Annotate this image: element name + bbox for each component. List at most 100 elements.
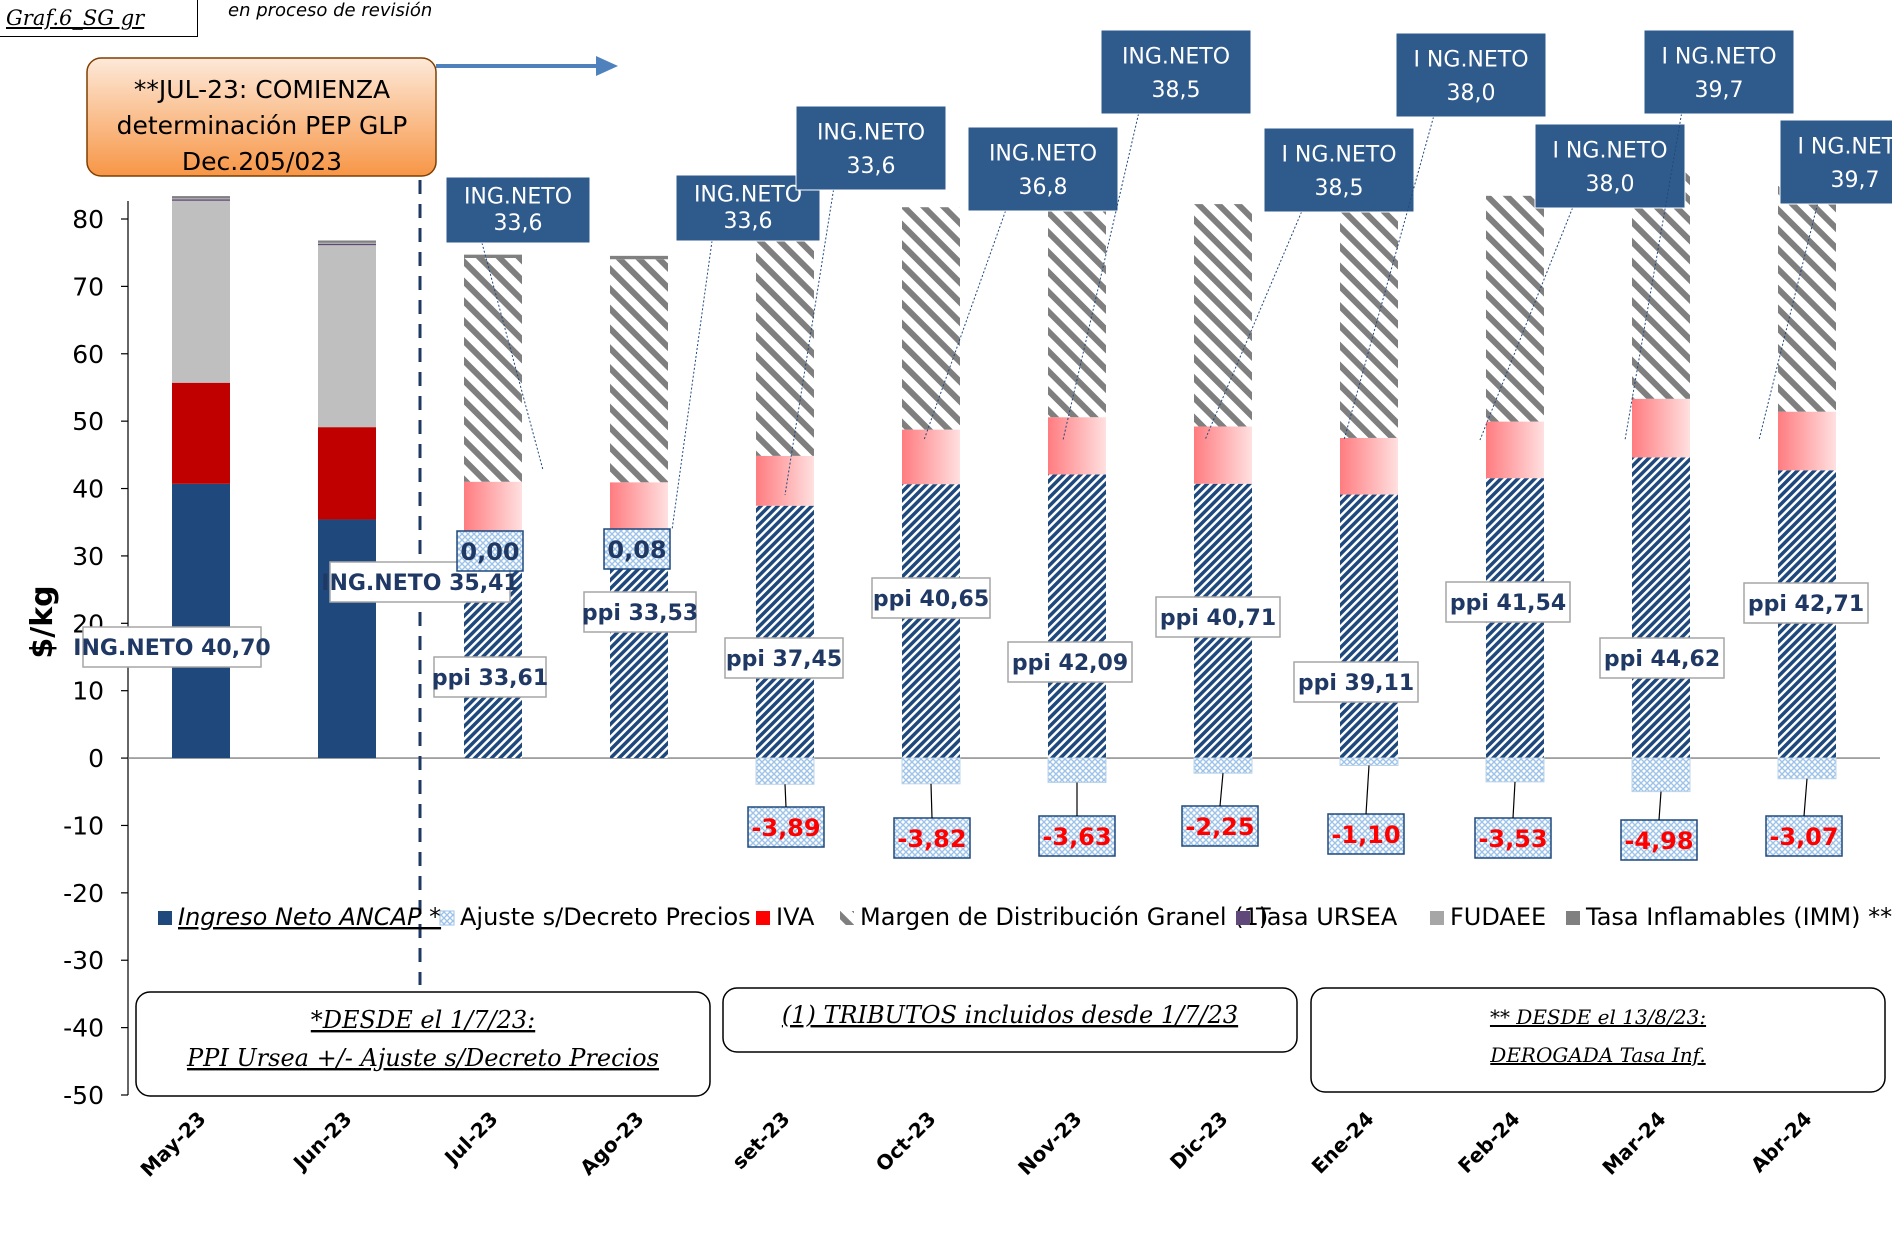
bar-iva (318, 427, 376, 520)
note-box-1-text: *DESDE el 1/7/23: (311, 1006, 535, 1034)
ingneto-callout: I NG.NETO 38,5 (1204, 127, 1415, 441)
callout-line1: I NG.NETO (1661, 45, 1776, 70)
ppi-label-text: ppi 41,54 (1450, 591, 1566, 616)
callout-line2: 38,0 (1586, 172, 1635, 197)
legend-swatch (1236, 911, 1250, 925)
ppi-label-text: ppi 42,09 (1012, 651, 1128, 676)
ajuste-leader (930, 783, 933, 819)
bar-iva (902, 429, 960, 485)
bar-group-Ene-24 (1339, 212, 1399, 766)
note-box-2-text: (1) TRIBUTOS incluidos desde 1/7/23 (782, 1001, 1238, 1029)
bar-ingreso-neto (318, 519, 376, 759)
legend-item: IVA (756, 903, 815, 931)
legend-swatch (158, 911, 172, 925)
bar-tasa-inflamables (318, 240, 376, 243)
ajuste-label: -2,25 (1181, 773, 1259, 847)
y-tick-label: -50 (63, 1081, 104, 1110)
ppi-label-text: ppi 40,71 (1160, 606, 1276, 631)
y-tick-label: 30 (72, 542, 104, 571)
callout-box (967, 126, 1119, 212)
bar-group-Mar-24 (1631, 169, 1691, 793)
callout-line1: ING.NETO (817, 121, 925, 146)
bar-iva (1632, 398, 1690, 458)
ppi-label-text: ppi 33,61 (432, 666, 548, 691)
bar-group-Jun-23 (318, 240, 376, 759)
ajuste-label: 0,00 (456, 530, 524, 572)
ajuste-label-text: -3,63 (1042, 823, 1111, 851)
callout-box (795, 105, 947, 191)
ppi-label-text: ING.NETO 40,70 (73, 636, 270, 661)
callout-leader (481, 242, 544, 471)
callout-leader (671, 240, 713, 531)
x-tick-label: Jul-23 (438, 1107, 502, 1171)
bar-margen (1194, 204, 1252, 427)
jul23-callout: **JUL-23: COMIENZA determinación PEP GLP D… (86, 56, 618, 177)
ppi-label-text: ING.NETO 35,41 (321, 571, 518, 596)
ingneto-callout: ING.NETO 36,8 (923, 126, 1119, 441)
bar-margen (1778, 185, 1836, 412)
ajuste-label: -3,82 (893, 783, 971, 859)
x-tick-label: Dic-23 (1165, 1107, 1232, 1174)
bar-ajuste (1485, 757, 1545, 783)
ppi-label: ppi 33,61 (432, 656, 548, 698)
y-axis-title: $/kg (25, 585, 60, 658)
ingneto-callout: ING.NETO 38,5 (1062, 29, 1252, 441)
legend-item: Tasa Inflamables (IMM) ** (1566, 903, 1892, 931)
ajuste-label-text: 0,08 (607, 536, 666, 564)
ppi-label: ppi 40,65 (871, 577, 991, 619)
legend-item: Ajuste s/Decreto Precios (439, 903, 751, 931)
x-tick-label: Jun-23 (287, 1107, 356, 1176)
x-tick-label: Ene-24 (1307, 1107, 1379, 1179)
bar-tasa-inflamables (464, 254, 522, 259)
ajuste-leader (1803, 778, 1808, 817)
y-tick-label: -40 (63, 1014, 104, 1043)
legend-label: Tasa URSEA (1255, 903, 1398, 931)
bar-ajuste (1339, 757, 1399, 766)
graph-id: Graf.6_SG gr (6, 6, 145, 30)
ajuste-label-text: -3,89 (751, 814, 820, 842)
callout-line2: 38,0 (1447, 81, 1496, 106)
callout-line1: ING.NETO (1122, 45, 1230, 70)
note-box-3-text: ** DESDE el 13/8/23: (1490, 1005, 1706, 1029)
callout-leader (1758, 203, 1818, 441)
y-tick-label: -10 (63, 811, 104, 840)
x-tick-label: Abr-24 (1746, 1107, 1817, 1178)
legend-item: FUDAEE (1430, 903, 1546, 931)
y-tick-label: 0 (88, 744, 104, 773)
bar-iva (756, 455, 814, 506)
ppi-label-text: ppi 44,62 (1604, 647, 1720, 672)
y-tick-label: 70 (72, 272, 104, 301)
bar-iva (1048, 417, 1106, 475)
callout-leader (1624, 113, 1682, 441)
ingneto-callout: I NG.NETO 38,0 (1479, 123, 1686, 441)
bar-tasa-inflamables (172, 196, 230, 199)
bar-iva (1486, 421, 1544, 479)
ajuste-leader (784, 784, 787, 808)
bar-margen (610, 259, 668, 483)
graph-id-box: Graf.6_SG gr (0, 0, 198, 37)
ajuste-label: -1,10 (1327, 765, 1405, 855)
ajuste-label: -3,07 (1765, 778, 1843, 857)
callout-line2: 36,8 (1019, 175, 1068, 200)
note-box-3: ** DESDE el 13/8/23: DEROGADA Tasa Inf. (1310, 987, 1886, 1093)
bar-iva (1340, 437, 1398, 495)
callout-line1: I NG.NETO (1413, 48, 1528, 73)
bar-margen (756, 233, 814, 456)
callout-line2: 39,7 (1695, 78, 1744, 103)
bar-iva (464, 481, 522, 532)
ajuste-leader (1219, 773, 1224, 807)
jul23-box (86, 57, 437, 177)
x-tick-label: Ago-23 (575, 1107, 648, 1180)
ppi-label: ING.NETO 35,41 (321, 561, 519, 603)
ppi-label: ppi 41,54 (1445, 581, 1571, 623)
callout-box (1263, 127, 1415, 213)
ppi-label-text: ppi 39,11 (1298, 671, 1414, 696)
legend-swatch (439, 910, 455, 926)
ppi-label: ppi 39,11 (1293, 661, 1419, 703)
bar-ingreso-neto (1048, 474, 1106, 759)
y-tick-label: 10 (72, 677, 104, 706)
callout-leader (784, 189, 834, 496)
